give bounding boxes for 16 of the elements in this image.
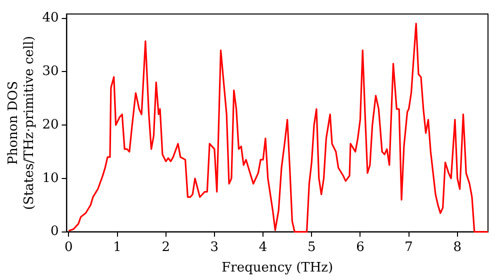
x-tick-label: 6 [356, 240, 364, 255]
x-tick-label: 5 [307, 240, 316, 255]
x-tick-label: 3 [210, 240, 219, 255]
y-tick-label: 30 [42, 64, 59, 80]
x-tick-label: 4 [258, 240, 268, 255]
x-tick-label: 8 [453, 240, 462, 255]
y-tick-label: 40 [42, 10, 59, 26]
y-tick-label: 10 [42, 170, 59, 186]
x-tick-label: 1 [113, 240, 122, 255]
y-tick-label: 0 [50, 224, 59, 240]
x-tick-label: 7 [404, 240, 413, 255]
y-tick-label: 20 [42, 117, 59, 132]
x-tick-label: 0 [64, 240, 73, 255]
x-tick-label: 2 [162, 240, 170, 255]
y-axis-title: Phonon DOS (States/THz·primitive cell) [6, 36, 37, 210]
x-axis-title: Frequency (THz) [222, 260, 334, 276]
